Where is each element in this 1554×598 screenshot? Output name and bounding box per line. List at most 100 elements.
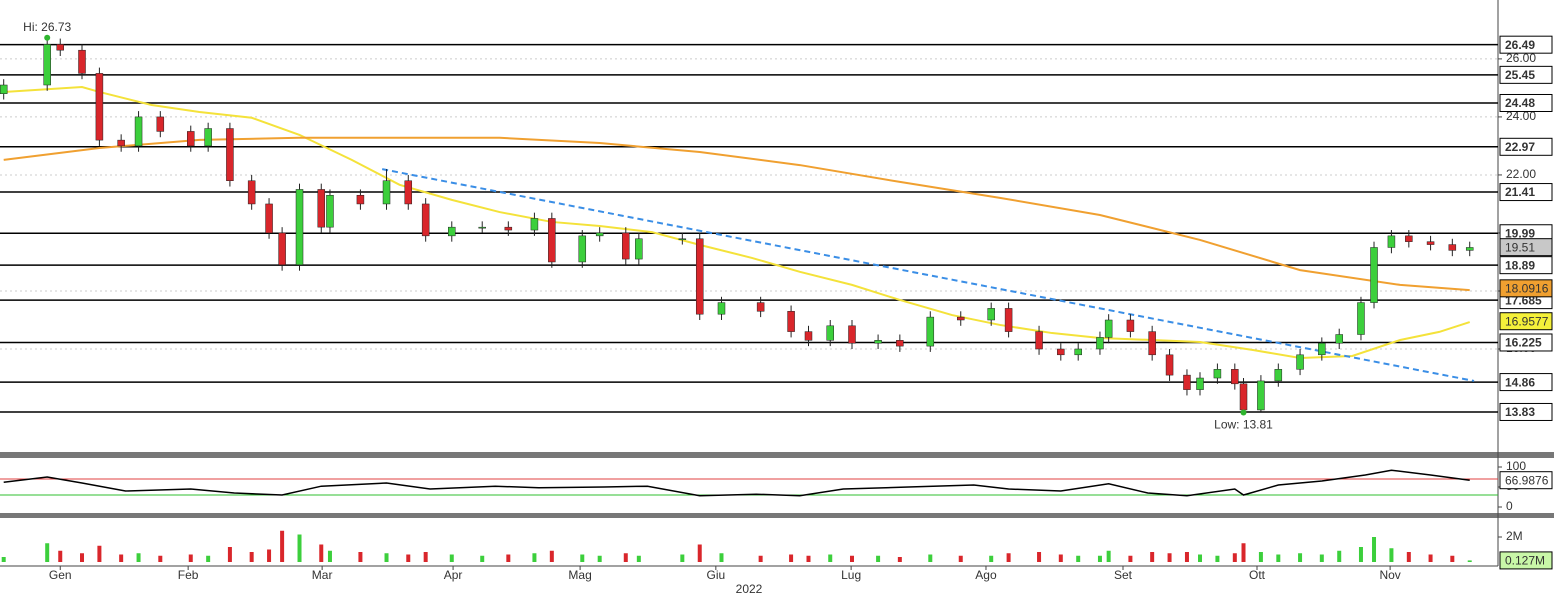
rsi-marker-label: 66.9876 [1505, 473, 1549, 487]
candle-body [226, 128, 234, 181]
y-tick-label: 26.00 [1506, 51, 1536, 65]
x-axis-label: 2022 [736, 582, 763, 596]
volume-bar [188, 554, 193, 562]
x-tick-label: Mar [312, 568, 333, 582]
candle-body [595, 232, 604, 237]
volume-bar [532, 553, 537, 562]
volume-bar [480, 555, 485, 562]
candle-body [1035, 331, 1043, 350]
level-box [1499, 65, 1553, 84]
volume-bar [1406, 552, 1411, 562]
x-tick-label: Feb [178, 568, 199, 582]
candle-body [622, 232, 630, 260]
volume-bar [958, 555, 963, 562]
trend-line [381, 168, 1475, 382]
volume-bar [319, 544, 324, 562]
level-label: 19.99 [1505, 226, 1535, 240]
moving-average [3, 86, 1471, 360]
volume-bar [406, 554, 411, 562]
candle-body [1231, 369, 1239, 385]
level-label: 26.49 [1505, 38, 1535, 52]
level-box [1499, 373, 1553, 392]
volume-bar [1298, 553, 1303, 562]
candle-body [1104, 319, 1113, 338]
candle-body [1405, 235, 1413, 242]
volume-bar [249, 552, 254, 562]
level-box [1499, 35, 1553, 54]
volume-bar [876, 555, 881, 562]
price-marker-box [1499, 238, 1553, 257]
level-box [1499, 93, 1553, 112]
rsi-marker-box [1499, 471, 1553, 490]
candle-body [1096, 337, 1104, 350]
annotation: Hi: 26.73 [23, 20, 71, 34]
candle-body [247, 180, 256, 205]
rsi-line [3, 469, 1470, 497]
volume-bar [1, 557, 6, 562]
price-panel [0, 0, 1498, 452]
x-tick-label: Ott [1249, 568, 1266, 582]
annotation: Low: 13.81 [1214, 418, 1273, 432]
candle-body [43, 44, 51, 86]
x-tick-label: Apr [444, 568, 463, 582]
volume-bar [1358, 547, 1363, 562]
volume-bar [580, 554, 585, 562]
candle-body [695, 238, 704, 315]
volume-bar [136, 553, 141, 562]
x-tick-label: Ago [975, 568, 997, 582]
level-label: 14.86 [1505, 375, 1535, 389]
candle-body [356, 194, 365, 205]
level-label: 13.83 [1505, 405, 1535, 419]
volume-bar [697, 544, 702, 562]
level-label: 24.48 [1505, 96, 1535, 110]
y-tick-label: 100 [1506, 459, 1526, 473]
candle-body [421, 203, 430, 237]
volume-bar [1106, 550, 1111, 562]
candle-body [1004, 308, 1013, 332]
candle-body [1296, 354, 1304, 370]
volume-bar [423, 552, 428, 562]
volume-bar [1006, 553, 1011, 562]
candle-body [204, 128, 212, 147]
candle-body [117, 139, 125, 147]
candle-body [635, 238, 643, 260]
volume-bar [849, 555, 854, 562]
volume-bar [828, 554, 833, 562]
candle-body [678, 238, 687, 241]
candle-body [1274, 369, 1283, 382]
x-tick-label: Lug [841, 568, 861, 582]
candle-body [1126, 319, 1135, 332]
candle-body [1257, 380, 1265, 411]
candle-body [326, 194, 334, 228]
candle-body [56, 44, 65, 51]
panel-divider [0, 513, 1554, 518]
volume-bar [1037, 552, 1042, 562]
candle-body [1057, 348, 1065, 356]
candle-body [404, 180, 413, 205]
candle-body [156, 116, 165, 132]
volume-bar [1167, 553, 1172, 562]
candle-body [874, 340, 882, 344]
volume-bar [267, 549, 272, 562]
y-tick-label: 22.00 [1506, 167, 1536, 181]
level-label: 18.89 [1505, 258, 1535, 272]
moving-average [3, 136, 1470, 292]
volume-marker-box [1499, 551, 1553, 570]
volume-bar [1319, 554, 1324, 562]
volume-bar [806, 555, 811, 562]
candle-body [1465, 247, 1474, 251]
candle-body [548, 218, 556, 263]
volume-bar [1337, 550, 1342, 562]
volume-bar [1276, 554, 1281, 562]
candle-body [717, 302, 726, 315]
annotation-dot [1240, 409, 1247, 416]
level-box [1499, 402, 1553, 421]
volume-bar [1428, 554, 1433, 562]
candle-body [578, 235, 587, 263]
volume-bar [1076, 555, 1081, 562]
price-marker-box [1499, 312, 1553, 331]
candle-body [1335, 334, 1343, 344]
volume-bar [280, 530, 285, 562]
volume-bar [636, 555, 641, 562]
candle-body [896, 340, 904, 347]
